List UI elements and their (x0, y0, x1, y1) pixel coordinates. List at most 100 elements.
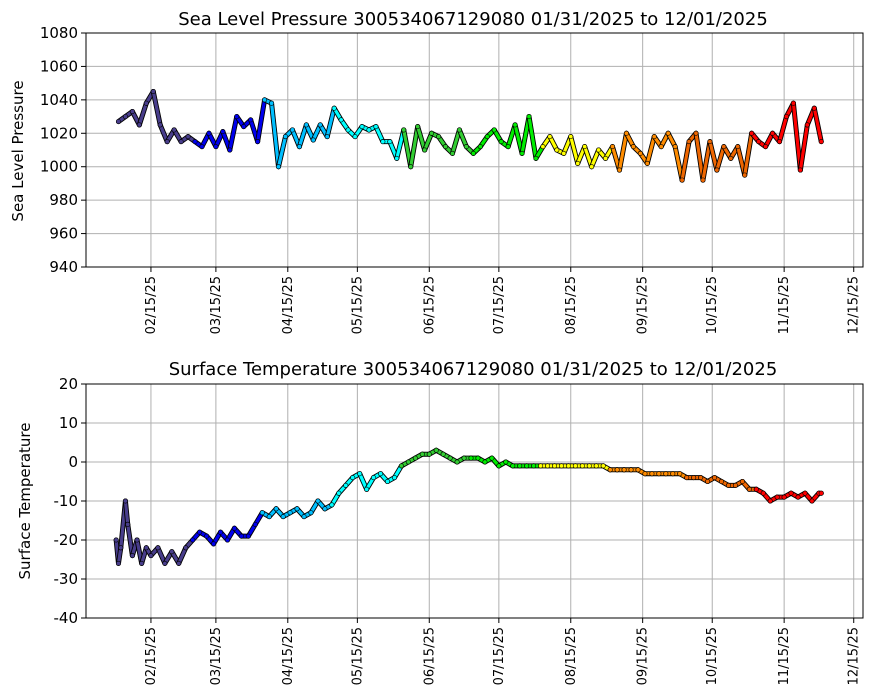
temperature-data-point (266, 514, 272, 520)
pressure-segment (569, 135, 580, 165)
pressure-series (115, 89, 824, 183)
pressure-segment (450, 128, 462, 155)
temperature-x-tick-label: 10/15/25 (705, 627, 720, 685)
temperature-data-point (183, 545, 189, 551)
pressure-data-point (610, 144, 616, 150)
temperature-data-point (139, 560, 145, 566)
pressure-y-tick-label: 960 (49, 225, 78, 243)
temperature-data-point (572, 463, 578, 469)
temperature-data-point (143, 545, 149, 551)
pressure-data-point (429, 130, 435, 136)
pressure-segment (409, 124, 420, 169)
temperature-data-point (691, 475, 697, 481)
temperature-data-point (545, 463, 551, 469)
pressure-data-point (241, 124, 247, 130)
pressure-segment (680, 140, 691, 182)
temperature-data-point (670, 471, 676, 477)
pressure-x-tick-label: 02/15/25 (144, 276, 159, 334)
pressure-data-point (700, 177, 706, 183)
pressure-data-point (143, 100, 149, 106)
temperature-data-point (496, 463, 502, 469)
pressure-x-tick-label: 03/15/25 (209, 276, 224, 334)
pressure-segment (715, 145, 726, 172)
temperature-data-point (273, 506, 279, 512)
pressure-data-point (436, 134, 442, 140)
pressure-data-point (623, 130, 629, 136)
temperature-data-point (454, 459, 460, 465)
pressure-data-point (554, 147, 560, 153)
temperature-x-ticks: 02/15/25 03/15/25 04/15/25 05/15/25 06/15/25… (144, 618, 862, 685)
pressure-data-point (463, 144, 469, 150)
pressure-y-ticks: 940 960 980 1000 1020 1040 1060 1080 (40, 24, 86, 276)
temperature-data-point (489, 455, 495, 461)
temperature-data-point (524, 463, 530, 469)
pressure-segment (151, 89, 162, 127)
temperature-data-point (405, 459, 411, 465)
temperature-data-point (656, 471, 662, 477)
pressure-y-axis-label: Sea Level Pressure (9, 80, 27, 221)
temperature-x-tick-label: 02/15/25 (144, 627, 159, 685)
pressure-data-point (777, 139, 783, 145)
pressure-data-point (818, 139, 824, 145)
temperature-data-point (176, 560, 182, 566)
temperature-data-point (774, 494, 780, 500)
pressure-segment (701, 140, 712, 182)
pressure-data-point (157, 122, 163, 128)
temperature-data-point (113, 537, 119, 543)
pressure-segment (590, 148, 601, 169)
pressure-data-point (735, 144, 741, 150)
pressure-data-point (178, 139, 184, 145)
temperature-data-point (287, 510, 293, 516)
pressure-data-point (797, 167, 803, 173)
temperature-data-point (475, 455, 481, 461)
temperature-data-point (398, 463, 404, 469)
pressure-data-point (338, 117, 344, 123)
temperature-data-point (433, 447, 439, 453)
pressure-data-point (596, 147, 602, 153)
pressure-segment (798, 123, 809, 172)
pressure-data-point (317, 122, 323, 128)
temperature-panel: Surface Temperature 300534067129080 01/3… (16, 359, 864, 685)
temperature-data-point (122, 498, 128, 504)
temperature-series (113, 447, 824, 566)
pressure-data-point (547, 134, 553, 140)
pressure-segment (624, 131, 635, 149)
temperature-x-tick-label: 11/15/25 (777, 627, 792, 685)
pressure-x-ticks: 02/15/25 03/15/25 04/15/25 05/15/25 06/15/25… (144, 267, 862, 334)
temperature-data-point (712, 475, 718, 481)
pressure-data-point (728, 155, 734, 161)
pressure-segment (276, 135, 288, 169)
pressure-data-point (164, 139, 170, 145)
temperature-x-tick-label: 12/15/25 (847, 627, 862, 685)
pressure-y-tick-label: 980 (49, 191, 78, 209)
pressure-x-tick-label: 04/15/25 (281, 276, 296, 334)
temperature-data-point (190, 537, 196, 543)
pressure-x-tick-label: 05/15/25 (350, 276, 365, 334)
temperature-x-tick-label: 03/15/25 (209, 627, 224, 685)
temperature-data-point (252, 521, 258, 527)
pressure-x-tick-label: 11/15/25 (777, 276, 792, 334)
temperature-x-tick-label: 08/15/25 (564, 627, 579, 685)
temperature-data-point (238, 533, 244, 539)
pressure-data-point (477, 144, 483, 150)
temperature-data-point (531, 463, 537, 469)
pressure-x-tick-label: 07/15/25 (492, 276, 507, 334)
pressure-data-point (714, 167, 720, 173)
temperature-data-point (301, 514, 307, 520)
temperature-data-point (245, 533, 251, 539)
pressure-x-tick-label: 10/15/25 (705, 276, 720, 334)
pressure-data-point (310, 137, 316, 143)
pressure-data-point (331, 105, 337, 111)
pressure-data-point (540, 144, 546, 150)
temperature-data-point (322, 506, 328, 512)
temperature-data-point (614, 467, 620, 473)
pressure-data-point (804, 122, 810, 128)
temperature-data-point (350, 475, 356, 481)
temperature-x-tick-label: 04/15/25 (281, 627, 296, 685)
pressure-data-point (115, 119, 121, 125)
temperature-data-point (378, 471, 384, 477)
temperature-data-point (503, 459, 509, 465)
temperature-data-point (517, 463, 523, 469)
pressure-data-point (422, 147, 428, 153)
pressure-segment (269, 101, 281, 169)
